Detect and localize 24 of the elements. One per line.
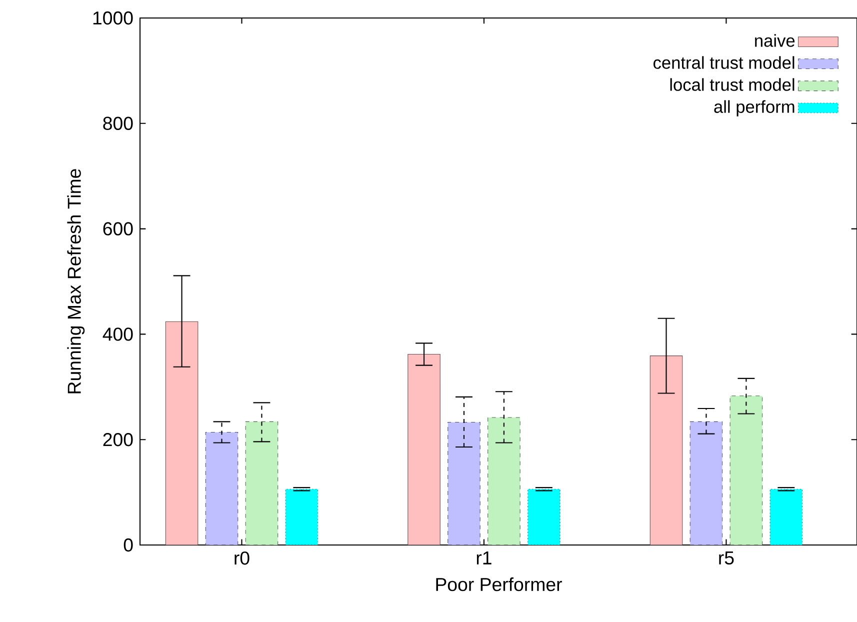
legend-label: central trust model	[654, 56, 794, 69]
y-tick-label: 600	[103, 222, 133, 236]
y-tick-label: 800	[103, 116, 133, 130]
legend-label: naive	[755, 34, 795, 47]
x-axis-title: Poor Performer	[436, 577, 562, 592]
y-axis-title: Running Max Refresh Time	[67, 169, 85, 394]
x-tick-label: r0	[234, 551, 250, 565]
y-tick-label: 400	[102, 328, 133, 341]
x-tick-label: r1	[476, 551, 492, 564]
x-tick-label: r5	[719, 551, 734, 565]
bar	[205, 432, 238, 545]
legend-label: local trust model	[670, 78, 794, 91]
bar	[690, 421, 723, 545]
y-tick-label: 200	[103, 432, 133, 446]
bar	[408, 354, 440, 545]
bar	[488, 417, 520, 545]
bar	[245, 421, 278, 545]
y-tick-label: 1000	[93, 11, 133, 25]
legend-label: all perform	[714, 100, 794, 116]
bar	[165, 321, 198, 545]
bar	[730, 396, 763, 545]
bar	[448, 422, 480, 545]
bar	[650, 356, 683, 545]
y-tick-label: 0	[124, 538, 133, 552]
